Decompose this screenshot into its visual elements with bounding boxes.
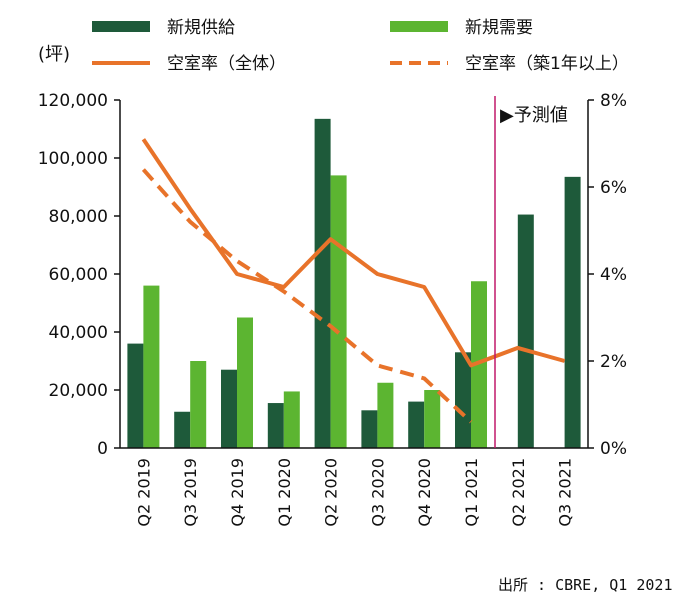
demand-bar-q4-2020 [424, 390, 441, 448]
bars [127, 118, 581, 448]
right-tick-label: 8% [600, 91, 627, 111]
x-tick-label: Q1 2020 [275, 458, 294, 527]
legend-label-vacancy-1yr: 空室率（築1年以上） [465, 54, 629, 74]
supply-bar-q3-2020 [361, 410, 378, 448]
demand-bar-q2-2019 [143, 285, 160, 448]
demand-bar-q3-2020 [377, 382, 394, 448]
demand-bar-q3-2019 [190, 361, 207, 448]
right-tick-label: 4% [600, 265, 627, 285]
x-tick-label: Q3 2020 [368, 458, 387, 527]
left-tick-label: 120,000 [38, 91, 108, 111]
left-tick-label: 80,000 [49, 207, 108, 227]
supply-bar-q4-2019 [221, 369, 237, 448]
left-tick-label: 0 [97, 439, 108, 459]
demand-bar-q1-2021 [471, 281, 487, 448]
x-tick-label: Q2 2019 [134, 458, 153, 527]
supply-bar-q2-2019 [127, 343, 144, 448]
x-tick-label: Q4 2019 [228, 458, 247, 527]
x-tick-label: Q1 2021 [462, 458, 481, 527]
left-tick-label: 20,000 [49, 381, 108, 401]
supply-bar-q3-2021 [564, 176, 581, 448]
left-tick-label: 60,000 [49, 265, 108, 285]
left-axis-ticks: 0 20,000 40,000 60,000 80,000 100,000 120,000 [38, 91, 120, 459]
legend-swatch-demand [390, 21, 448, 32]
x-tick-label: Q3 2019 [181, 458, 200, 527]
legend-label-supply: 新規供給 [167, 18, 235, 38]
supply-bar-q2-2020 [314, 118, 331, 448]
x-axis-ticks: Q2 2019 Q3 2019 Q4 2019 Q1 2020 Q2 2020 Q3 20… [134, 458, 574, 527]
supply-bar-q1-2020 [267, 403, 284, 448]
forecast-label: ▶予測値 [500, 105, 568, 126]
x-tick-label: Q2 2021 [509, 458, 528, 527]
legend-label-vacancy-total: 空室率（全体） [167, 54, 286, 74]
supply-bar-q2-2021 [517, 214, 534, 448]
legend-label-demand: 新規需要 [465, 18, 533, 38]
right-axis-ticks: 0% 2% 4% 6% 8% [588, 91, 627, 459]
legend: 新規供給 新規需要 空室率（全体） 空室率（築1年以上） [92, 18, 629, 74]
right-tick-label: 0% [600, 439, 627, 459]
left-tick-label: 40,000 [49, 323, 108, 343]
right-tick-label: 2% [600, 352, 627, 372]
lines [141, 138, 566, 424]
supply-bar-q3-2019 [174, 411, 191, 448]
demand-bar-q2-2020 [330, 175, 347, 448]
source-note: 出所 : CBRE, Q1 2021 [498, 576, 673, 594]
legend-swatch-supply [92, 21, 150, 32]
left-tick-label: 100,000 [38, 149, 108, 169]
right-tick-label: 6% [600, 178, 627, 198]
vacancy-total-line [141, 138, 566, 368]
supply-bar-q1-2021 [455, 352, 471, 448]
left-axis-unit: (坪) [38, 44, 70, 65]
x-tick-label: Q3 2021 [556, 458, 575, 527]
demand-bar-q1-2020 [283, 391, 300, 448]
x-tick-label: Q4 2020 [415, 458, 434, 527]
x-tick-label: Q2 2020 [322, 458, 341, 527]
supply-bar-q4-2020 [408, 401, 425, 448]
demand-bar-q4-2019 [237, 317, 253, 448]
